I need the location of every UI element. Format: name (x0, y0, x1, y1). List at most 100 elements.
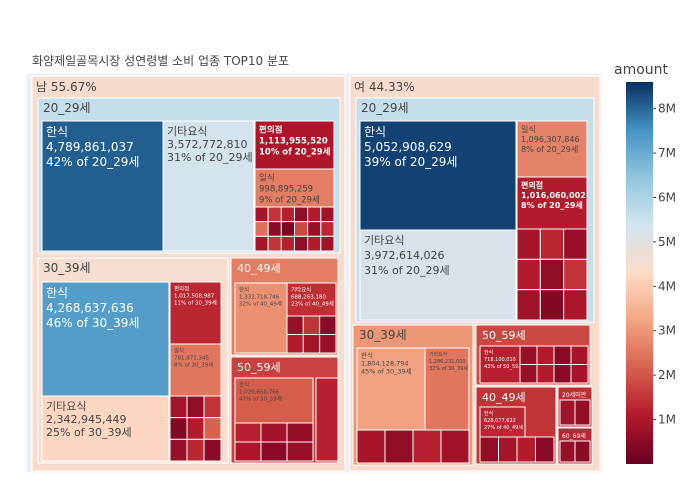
leaf-label-value: 1,096,307,846 (521, 135, 580, 144)
leaf-label-name: 일식 (174, 347, 184, 355)
minor-tile (186, 417, 205, 440)
leaf-tile (41, 120, 164, 252)
colorbar-gradient (626, 82, 653, 464)
leaf-label-pct: 23% of 40_49세 (291, 300, 334, 308)
leaf-label-pct: 43% of 50_59세 (484, 363, 523, 370)
group-label: 60_69세 (562, 432, 586, 440)
chart-title: 화양제일골목시장 성연령별 소비 업종 TOP10 분포 (32, 54, 289, 68)
leaf-label-pct: 32% of 40_49세 (239, 300, 282, 308)
minor-tile (536, 345, 555, 365)
leaf-label-value: 1,020,650,766 (239, 390, 280, 396)
minor-tile (519, 345, 538, 365)
leaf-label-value: 1,332,718,746 (239, 295, 280, 301)
minor-tile (570, 364, 589, 384)
leaf-tile (169, 343, 222, 397)
leaf-label-value: 998,895,259 (259, 185, 313, 195)
minor-tile (559, 399, 576, 426)
minor-tile (302, 315, 321, 335)
leaf-tile (516, 176, 588, 230)
leaf-label-value: 688,263,180 (291, 295, 326, 301)
minor-tile (286, 334, 304, 354)
leaf-label-name: 기타요식 (46, 400, 86, 413)
group-label: 20_29세 (361, 101, 409, 115)
leaf-label-name: 일식 (521, 125, 536, 134)
leaf-label-name: 편의점 (259, 125, 282, 136)
leaf-tile (479, 345, 521, 384)
leaf-label-pct: 47% of 50_59세 (239, 395, 282, 403)
minor-tile (553, 364, 572, 384)
leaf-label-pct: 10% of 20_29세 (259, 147, 331, 158)
colorbar-title: amount (614, 62, 669, 78)
leaf-tile (359, 229, 517, 321)
leaf-label-value: 628,077,622 (484, 418, 516, 424)
group-label: 30_39세 (359, 328, 407, 342)
minor-tile (516, 258, 541, 291)
leaf-label-value: 1,113,955,520 (259, 137, 328, 147)
minor-tile (307, 221, 322, 237)
minor-tile (260, 422, 288, 443)
leaf-label-pct: 39% of 20_29세 (364, 155, 457, 169)
minor-tile (384, 429, 414, 464)
leaf-label-name: 한식 (364, 125, 386, 139)
leaf-label-name: 한식 (46, 125, 68, 139)
minor-tile (320, 235, 335, 252)
minor-tile (307, 206, 322, 223)
leaf-label-value: 781,871,345 (174, 356, 209, 362)
leaf-label-name: 편의점 (521, 180, 543, 190)
minor-tile (254, 221, 269, 237)
leaf-label-name: 한식 (46, 286, 68, 300)
minor-tile (516, 228, 541, 260)
minor-tile (254, 235, 269, 252)
minor-tile (356, 429, 386, 464)
leaf-label-name: 기타요식 (364, 234, 404, 247)
minor-tile (294, 235, 309, 252)
leaf-label-value: 5,052,908,629 (364, 140, 452, 154)
minor-tile (559, 440, 576, 463)
minor-tile (539, 289, 565, 321)
group-label: 20_29세 (43, 101, 91, 115)
minor-tile (169, 395, 188, 419)
minor-tile (203, 438, 222, 462)
minor-tile (203, 395, 222, 419)
gender-label-female: 여 44.33% (354, 80, 415, 94)
minor-tile (570, 345, 589, 365)
leaf-label-name: 일식 (259, 174, 275, 184)
leaf-label-pct: 8% of 30_39세 (174, 361, 213, 369)
leaf-label-value: 2,342,945,449 (46, 413, 126, 426)
group-label: 40_49세 (482, 391, 526, 404)
gender-label-male: 남 55.67% (36, 80, 97, 94)
minor-tile (280, 206, 296, 223)
minor-tile (563, 228, 588, 260)
leaf-tile (169, 281, 222, 345)
minor-tile (519, 364, 538, 384)
minor-tile (574, 399, 591, 426)
leaf-label-pct: 45% of 30_39세 (361, 367, 412, 376)
minor-tile (260, 441, 288, 462)
colorbar-tick-label: 2M (658, 368, 676, 382)
minor-tile (186, 395, 205, 419)
leaf-tile (424, 347, 470, 431)
leaf-label-pct: 25% of 30_39세 (46, 426, 132, 439)
minor-tile (498, 436, 518, 463)
leaf-tile (254, 120, 335, 170)
minor-tile (574, 440, 591, 463)
minor-tile (307, 235, 322, 252)
leaf-label-pct: 9% of 20_29세 (259, 196, 320, 206)
group-label: 40_49세 (237, 262, 281, 275)
minor-tile (286, 422, 314, 443)
leaf-label-name: 편의점 (174, 285, 189, 293)
leaf-tile (41, 395, 170, 462)
group-label: 50_59세 (482, 329, 526, 342)
leaf-tile (234, 377, 314, 424)
minor-tile (479, 436, 499, 463)
minor-tile (286, 315, 304, 335)
minor-tile (203, 417, 222, 440)
minor-tile (280, 235, 296, 252)
minor-tile (234, 422, 262, 443)
minor-tile (315, 377, 339, 462)
minor-tile (294, 221, 309, 237)
minor-tile (254, 206, 269, 223)
minor-tile (286, 441, 314, 462)
leaf-label-value: 3,572,772,810 (167, 138, 247, 151)
leaf-label-value: 1,017,508,987 (174, 294, 215, 300)
